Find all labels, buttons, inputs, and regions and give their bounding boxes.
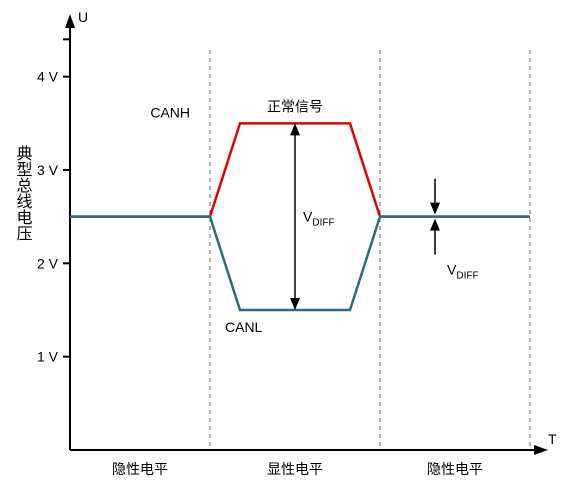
title-top: 正常信号 — [267, 98, 323, 114]
y-ticks: 1 V 2 V 3 V 4 V — [37, 39, 70, 364]
x-axis-arrowhead — [534, 445, 548, 455]
vdiff-label-right: VDIFF — [447, 262, 479, 282]
y-tick-label: 1 V — [37, 349, 59, 365]
y-tick-label: 2 V — [37, 255, 59, 271]
canl-line — [70, 217, 530, 310]
region-label: 隐性电平 — [112, 461, 168, 477]
canl-label: CANL — [225, 319, 263, 335]
vertical-title: 典型总线电压 — [14, 145, 33, 241]
vdiff-label-center: VDIFF — [303, 209, 335, 229]
y-tick-label: 4 V — [37, 69, 59, 85]
y-axis-label: U — [78, 9, 88, 25]
canh-label: CANH — [150, 104, 190, 120]
canh-line — [70, 123, 530, 216]
region-label: 隐性电平 — [427, 461, 483, 477]
x-axis-label: T — [548, 431, 557, 447]
vdiff-arrow-center: VDIFF — [290, 123, 335, 310]
axes — [65, 14, 548, 455]
region-label: 显性电平 — [267, 461, 323, 477]
vdiff-arrow-right: VDIFF — [430, 179, 479, 282]
y-axis-arrowhead — [65, 14, 75, 28]
y-tick-label: 3 V — [37, 162, 59, 178]
region-labels: 隐性电平 显性电平 隐性电平 — [112, 461, 483, 477]
